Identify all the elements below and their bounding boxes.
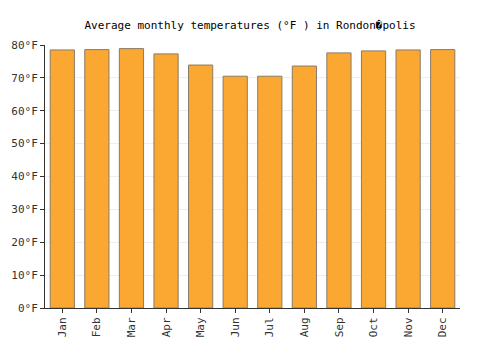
svg-text:50°F: 50°F bbox=[11, 137, 38, 150]
svg-text:10°F: 10°F bbox=[11, 269, 38, 282]
svg-text:Jul: Jul bbox=[263, 317, 276, 337]
svg-text:Jan: Jan bbox=[56, 317, 69, 337]
svg-text:Feb: Feb bbox=[90, 317, 103, 337]
svg-text:0°F: 0°F bbox=[18, 302, 38, 315]
svg-text:40°F: 40°F bbox=[11, 170, 38, 183]
svg-text:60°F: 60°F bbox=[11, 105, 38, 118]
svg-text:Oct: Oct bbox=[367, 317, 380, 337]
svg-text:Average monthly temperatures (: Average monthly temperatures (°F ) in Ro… bbox=[84, 19, 415, 32]
svg-text:70°F: 70°F bbox=[11, 72, 38, 85]
svg-text:May: May bbox=[194, 317, 207, 337]
svg-text:Jun: Jun bbox=[229, 317, 242, 337]
svg-text:Aug: Aug bbox=[298, 317, 311, 337]
svg-text:Dec: Dec bbox=[436, 317, 449, 337]
svg-text:Sep: Sep bbox=[333, 317, 346, 337]
svg-text:Apr: Apr bbox=[160, 317, 173, 337]
svg-text:20°F: 20°F bbox=[11, 236, 38, 249]
svg-text:80°F: 80°F bbox=[11, 39, 38, 52]
svg-text:Mar: Mar bbox=[125, 317, 138, 337]
svg-text:30°F: 30°F bbox=[11, 203, 38, 216]
svg-text:Nov: Nov bbox=[402, 317, 415, 337]
